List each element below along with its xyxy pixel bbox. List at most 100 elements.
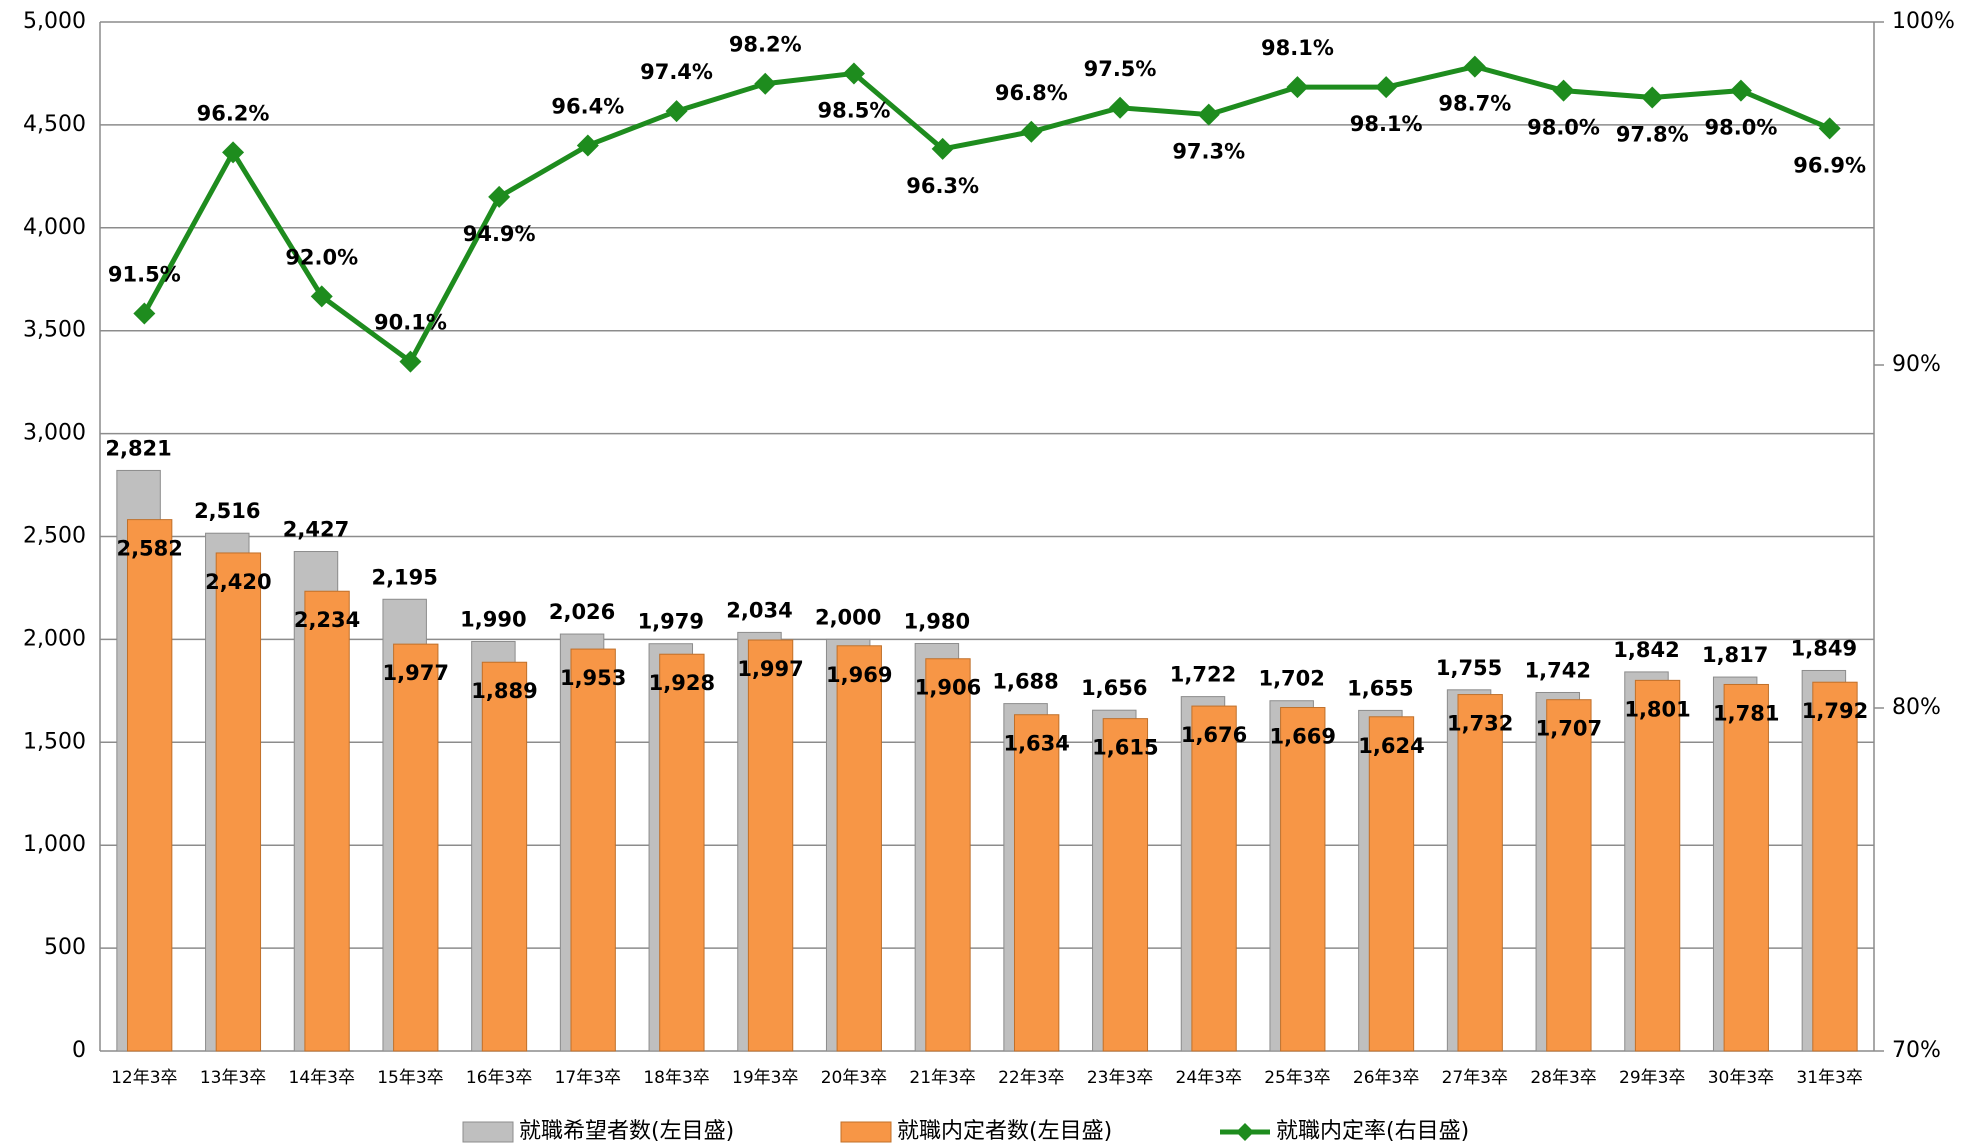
y-tick-label: 5,000	[23, 9, 86, 34]
marker	[576, 134, 599, 157]
bar	[925, 658, 971, 1052]
y2-tick-label: 80%	[1892, 695, 1941, 720]
bar-value-label: 1,634	[1003, 732, 1069, 756]
bar-value-label: 1,889	[471, 679, 537, 703]
line-value-label: 90.1%	[374, 311, 447, 335]
line-value-label: 98.5%	[818, 98, 891, 122]
bar	[1634, 679, 1681, 1052]
bar-value-label: 1,755	[1436, 656, 1502, 680]
bar	[1013, 714, 1060, 1052]
bar-value-label: 2,420	[205, 570, 271, 594]
bar-value-label: 1,817	[1702, 643, 1768, 667]
bar	[570, 648, 616, 1052]
x-tick-label: 15年3卒	[377, 1068, 443, 1088]
line-value-label: 97.8%	[1616, 122, 1689, 146]
x-tick-label: 23年3卒	[1087, 1068, 1153, 1088]
bar	[1546, 699, 1592, 1052]
marker	[488, 185, 511, 208]
bar	[393, 643, 439, 1052]
bar	[1191, 705, 1237, 1052]
bar-value-label: 1,656	[1081, 676, 1147, 700]
y2-tick-label: 100%	[1892, 9, 1955, 34]
bar-value-label: 1,624	[1358, 734, 1424, 758]
line-value-label: 92.0%	[285, 245, 358, 269]
bar-value-label: 1,732	[1447, 712, 1513, 736]
x-tick-label: 12年3卒	[111, 1068, 177, 1088]
marker	[842, 62, 865, 85]
bar-value-label: 2,234	[294, 608, 360, 632]
y-tick-label: 4,000	[23, 215, 86, 240]
x-tick-label: 30年3卒	[1708, 1068, 1774, 1088]
y-tick-label: 1,500	[23, 729, 86, 754]
x-tick-label: 14年3卒	[289, 1068, 355, 1088]
bar	[1368, 716, 1415, 1052]
marker	[1286, 76, 1309, 99]
bar-value-label: 1,997	[737, 657, 803, 681]
x-tick-label: 29年3卒	[1619, 1068, 1685, 1088]
bar-value-label: 1,655	[1347, 676, 1413, 700]
bar-value-label: 1,801	[1624, 697, 1690, 721]
line-value-label: 98.0%	[1705, 116, 1778, 140]
marker	[310, 285, 333, 308]
bar-value-label: 1,969	[826, 663, 892, 687]
bar-value-label: 1,842	[1613, 638, 1679, 662]
x-tick-label: 20年3卒	[821, 1068, 887, 1088]
bar-value-label: 1,953	[560, 666, 626, 690]
bar-value-label: 1,990	[460, 607, 526, 631]
y-tick-label: 4,500	[23, 112, 86, 137]
x-tick-label: 24年3卒	[1176, 1068, 1242, 1088]
marker	[1552, 79, 1575, 102]
y-tick-label: 3,000	[23, 421, 86, 446]
marker	[399, 350, 422, 373]
x-tick-label: 17年3卒	[555, 1068, 621, 1088]
y-tick-label: 2,500	[23, 524, 86, 549]
bar-value-label: 1,702	[1258, 667, 1324, 691]
bar-value-label: 2,516	[194, 499, 260, 523]
y2-tick-label: 90%	[1892, 352, 1941, 377]
bar	[747, 639, 794, 1052]
bar	[126, 519, 173, 1052]
line-value-label: 97.3%	[1172, 140, 1245, 164]
bar-value-label: 2,821	[105, 436, 171, 460]
line-value-label: 96.2%	[197, 101, 270, 125]
y-tick-label: 2,000	[23, 626, 86, 651]
y2-tick-label: 70%	[1892, 1038, 1941, 1063]
bar-value-label: 2,427	[283, 518, 349, 542]
x-tick-label: 28年3卒	[1530, 1068, 1596, 1088]
bar	[659, 653, 705, 1052]
x-tick-label: 21年3卒	[909, 1068, 975, 1088]
x-tick-label: 22年3卒	[998, 1068, 1064, 1088]
bar	[215, 552, 262, 1052]
marker	[1375, 76, 1398, 99]
marker	[1818, 117, 1841, 140]
bar	[1812, 681, 1858, 1052]
marker	[222, 141, 245, 164]
marker	[1463, 55, 1486, 78]
y-tick-label: 0	[72, 1038, 86, 1063]
bar	[1102, 718, 1149, 1052]
x-tick-label: 13年3卒	[200, 1068, 266, 1088]
legend-swatch	[462, 1121, 514, 1143]
x-tick-label: 16年3卒	[466, 1068, 532, 1088]
bar-value-label: 2,195	[371, 565, 437, 589]
bar	[1457, 694, 1503, 1052]
x-tick-label: 26年3卒	[1353, 1068, 1419, 1088]
bar-value-label: 1,979	[638, 610, 704, 634]
x-tick-label: 18年3卒	[643, 1068, 709, 1088]
bar-value-label: 1,928	[649, 671, 715, 695]
bar-value-label: 1,669	[1270, 725, 1336, 749]
line-value-label: 98.1%	[1350, 112, 1423, 136]
bar-value-label: 1,906	[915, 676, 981, 700]
bar-value-label: 1,676	[1181, 723, 1247, 747]
bar	[836, 645, 882, 1052]
bar-value-label: 2,582	[116, 537, 182, 561]
line-value-label: 96.9%	[1793, 153, 1866, 177]
bar-value-label: 1,742	[1525, 658, 1591, 682]
bar-value-label: 1,688	[992, 670, 1058, 694]
marker	[1641, 86, 1664, 109]
bar-value-label: 1,977	[383, 661, 449, 685]
legend-label: 就職内定者数(左目盛)	[897, 1119, 1112, 1144]
legend-label: 就職希望者数(左目盛)	[519, 1119, 734, 1144]
line-value-label: 91.5%	[108, 263, 181, 287]
